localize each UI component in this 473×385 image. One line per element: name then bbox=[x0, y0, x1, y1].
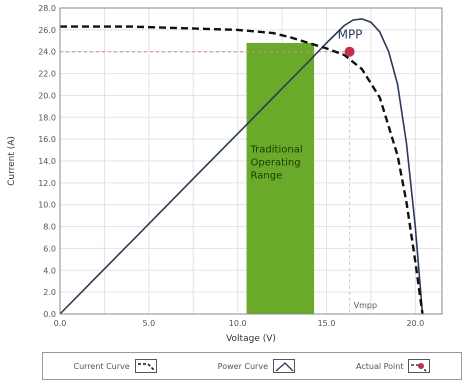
y-tick-label: 6.0 bbox=[43, 244, 56, 253]
y-tick-label: 0.0 bbox=[43, 310, 56, 319]
operating-range-label-line: Range bbox=[251, 170, 283, 181]
x-tick-label: 15.0 bbox=[318, 319, 336, 328]
y-axis-label: Current (A) bbox=[7, 136, 17, 186]
y-tick-label: 12.0 bbox=[38, 179, 56, 188]
vmpp-label: Vmpp bbox=[354, 301, 377, 310]
y-tick-label: 28.0 bbox=[38, 4, 56, 13]
current-curve-line bbox=[60, 25, 424, 315]
traditional-operating-range bbox=[246, 42, 315, 314]
x-axis-ticks: 0.0 5.0 10.0 15.0 20.0 bbox=[54, 319, 425, 328]
x-tick-label: 10.0 bbox=[229, 319, 247, 328]
legend-item-power: Power Curve bbox=[217, 359, 296, 373]
x-tick-label: 20.0 bbox=[406, 319, 424, 328]
y-tick-label: 2.0 bbox=[43, 288, 56, 297]
x-axis-label: Voltage (V) bbox=[226, 334, 276, 344]
y-tick-label: 14.0 bbox=[38, 157, 56, 166]
legend-label-actual-point: Actual Point bbox=[356, 361, 404, 371]
y-tick-label: 26.0 bbox=[38, 26, 56, 35]
y-tick-label: 24.0 bbox=[38, 48, 56, 57]
legend: Current Curve Power Curve Actual Point bbox=[42, 352, 462, 380]
y-tick-label: 22.0 bbox=[38, 70, 56, 79]
power-curve-icon bbox=[273, 359, 296, 373]
y-tick-label: 18.0 bbox=[38, 113, 56, 122]
y-tick-label: 10.0 bbox=[38, 201, 56, 210]
mpp-label: MPP bbox=[338, 28, 363, 42]
power-curve-line bbox=[59, 18, 424, 315]
current-curve-icon bbox=[134, 359, 157, 373]
legend-item-current: Current Curve bbox=[73, 359, 157, 373]
y-tick-label: 8.0 bbox=[43, 223, 56, 232]
y-axis-ticks: 0.0 2.0 4.0 6.0 8.0 10.0 12.0 14.0 16.0 18.0 20.0 2… bbox=[38, 4, 56, 319]
operating-range-label-line: Traditional bbox=[250, 144, 303, 155]
mpp-marker bbox=[344, 46, 355, 57]
y-tick-label: 16.0 bbox=[38, 135, 56, 144]
plot-frame bbox=[59, 7, 443, 315]
chart-svg: Traditional Operating Range MPP Vmpp 0.0 5.… bbox=[7, 4, 443, 344]
legend-label-power: Power Curve bbox=[217, 361, 269, 371]
x-tick-label: 0.0 bbox=[54, 319, 67, 328]
legend-item-actual-point: Actual Point bbox=[356, 359, 431, 373]
x-tick-label: 5.0 bbox=[142, 319, 155, 328]
actual-point-icon bbox=[408, 359, 431, 373]
y-tick-label: 20.0 bbox=[38, 91, 56, 100]
operating-range-label-line: Operating bbox=[251, 157, 301, 168]
operating-range-label: Traditional Operating Range bbox=[250, 144, 303, 181]
legend-label-current: Current Curve bbox=[73, 361, 130, 371]
y-tick-label: 4.0 bbox=[43, 266, 56, 275]
